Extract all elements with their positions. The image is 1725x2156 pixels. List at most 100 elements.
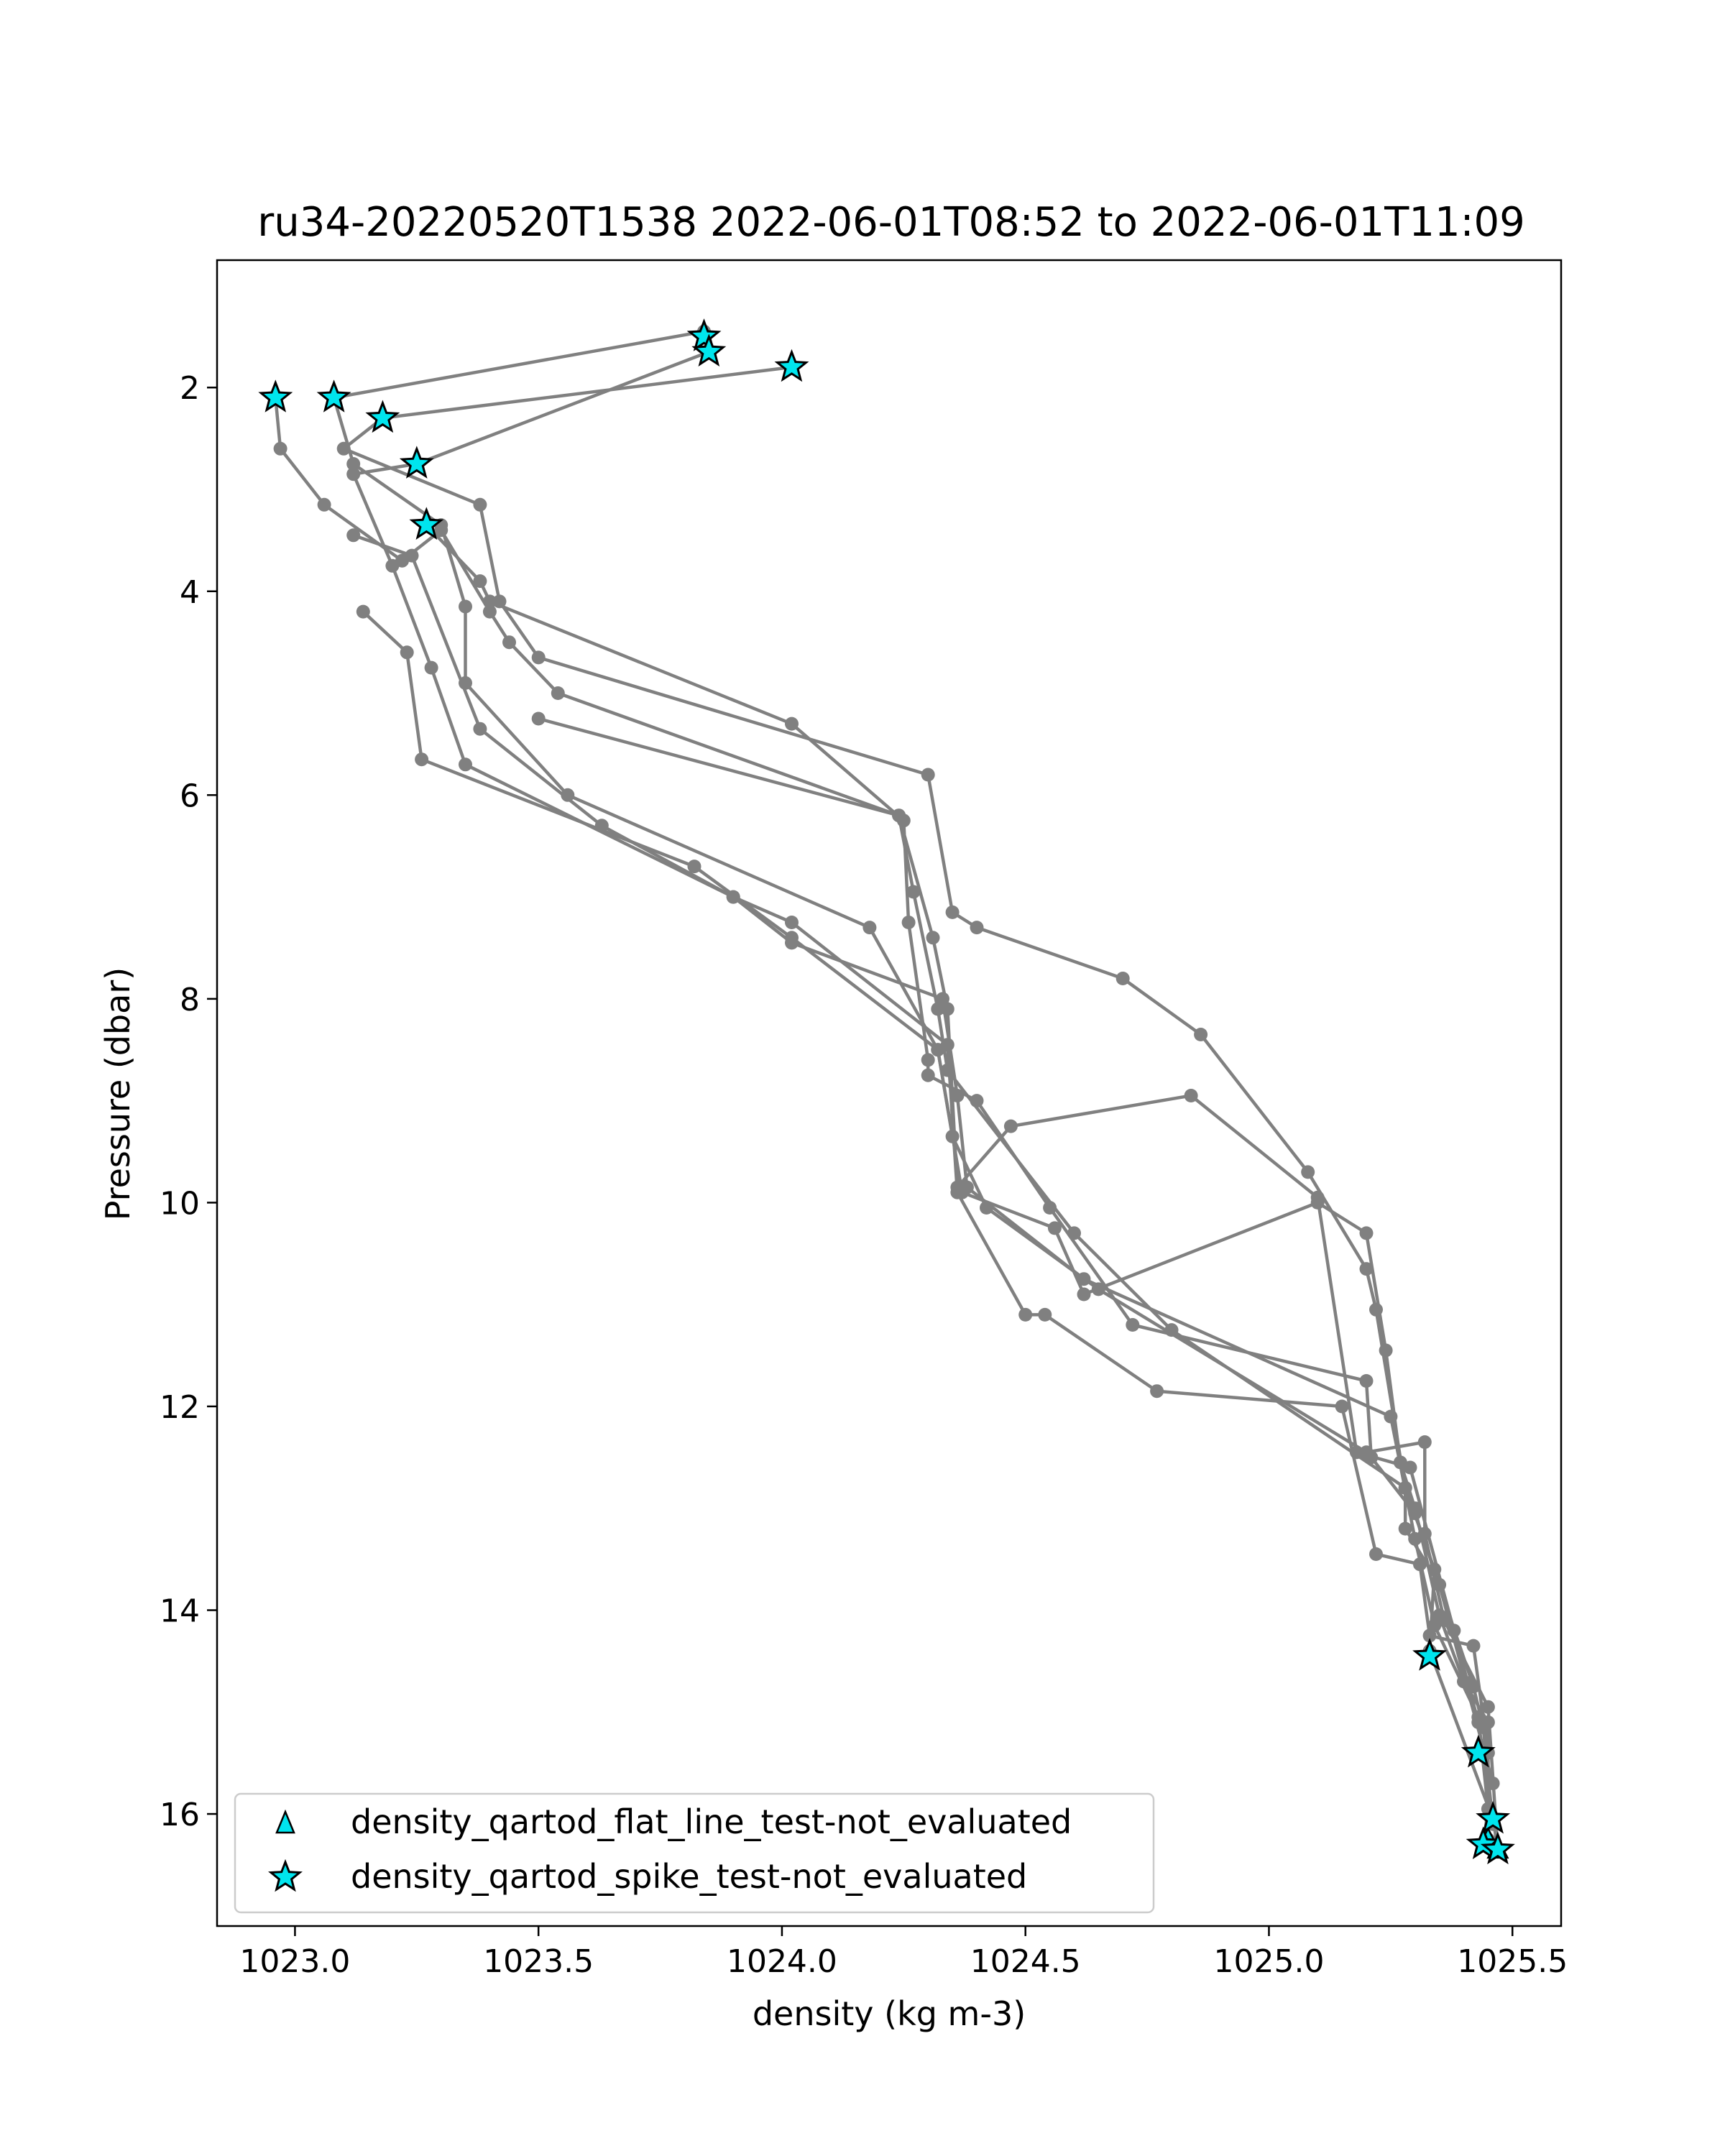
profile-point bbox=[785, 717, 799, 731]
profile-point bbox=[1422, 1628, 1437, 1643]
profile-point bbox=[1310, 1190, 1325, 1204]
profile-point bbox=[1194, 1028, 1208, 1041]
spike-flag-marker bbox=[1480, 1831, 1515, 1865]
profile-point bbox=[921, 1053, 935, 1067]
profile-point bbox=[906, 885, 921, 899]
profile-point bbox=[926, 931, 940, 945]
profile-point bbox=[1301, 1165, 1315, 1179]
profile-point bbox=[1481, 1700, 1495, 1714]
profile-point bbox=[317, 497, 331, 512]
profile-point bbox=[1398, 1521, 1412, 1536]
profile-series-layer bbox=[268, 324, 1505, 1857]
profile-point bbox=[1471, 1715, 1486, 1729]
profile-point bbox=[901, 916, 916, 929]
profile-point bbox=[531, 650, 546, 665]
legend-star-marker bbox=[268, 1858, 303, 1892]
legend-frame bbox=[234, 1792, 1155, 1914]
x-tick-label: 1025.5 bbox=[1457, 1943, 1568, 1980]
profile-point bbox=[1126, 1318, 1140, 1332]
profile-point bbox=[1038, 1307, 1052, 1322]
spike-flag-marker bbox=[1412, 1638, 1447, 1671]
profile-point bbox=[945, 905, 960, 919]
profile-point bbox=[1359, 1262, 1374, 1276]
profile-point bbox=[921, 768, 935, 782]
legend-triangle-marker bbox=[275, 1809, 295, 1834]
y-tick-label: 4 bbox=[180, 574, 200, 611]
profile-point bbox=[1379, 1343, 1393, 1358]
y-tick-label: 14 bbox=[160, 1593, 200, 1630]
spike-flag-marker bbox=[316, 379, 351, 413]
profile-8 bbox=[531, 711, 1505, 1857]
profile-point bbox=[1466, 1639, 1481, 1653]
spike-flag-marker bbox=[409, 507, 444, 540]
profile-point bbox=[405, 548, 419, 563]
profile-point bbox=[1047, 1221, 1062, 1235]
y-tick-label: 10 bbox=[160, 1185, 200, 1222]
y-axis-label: Pressure (dbar) bbox=[98, 967, 137, 1220]
x-tick-label: 1024.0 bbox=[727, 1943, 837, 1980]
spike-flag-marker bbox=[1476, 1800, 1511, 1834]
profile-line bbox=[362, 610, 1490, 1840]
profile-point bbox=[1432, 1608, 1447, 1623]
profile-point bbox=[1413, 1557, 1427, 1572]
profile-point bbox=[346, 528, 361, 543]
profile-point bbox=[1003, 1119, 1018, 1133]
profile-point bbox=[336, 441, 351, 456]
spike-flag-marker bbox=[258, 379, 293, 413]
profile-point bbox=[273, 441, 288, 456]
profile-point bbox=[785, 916, 799, 929]
profile-point bbox=[785, 931, 799, 945]
profile-point bbox=[346, 457, 361, 471]
profile-point bbox=[1184, 1089, 1198, 1102]
profile-point bbox=[1403, 1460, 1417, 1475]
profile-point bbox=[1481, 1715, 1495, 1729]
profile-point bbox=[531, 711, 546, 726]
profile-point bbox=[1349, 1445, 1363, 1460]
profile-point bbox=[862, 921, 877, 935]
profile-point bbox=[473, 497, 487, 512]
legend-label-spike: density_qartod_spike_test-not_evaluated bbox=[351, 1857, 1027, 1896]
legend-star-shape bbox=[268, 1858, 303, 1892]
spike-flag-marker bbox=[1460, 1734, 1496, 1768]
profile-point bbox=[551, 686, 565, 700]
y-tick-label: 6 bbox=[180, 778, 200, 814]
profile-point bbox=[1116, 972, 1130, 985]
legend-label-flat-line: density_qartod_flat_line_test-not_evalua… bbox=[351, 1802, 1072, 1841]
x-tick-label: 1025.0 bbox=[1213, 1943, 1324, 1980]
profile-point bbox=[482, 594, 497, 609]
profile-point bbox=[473, 574, 487, 589]
profile-point bbox=[502, 635, 516, 650]
y-tick-label: 8 bbox=[180, 982, 200, 1018]
x-tick-label: 1023.0 bbox=[239, 1943, 350, 1980]
x-tick-label: 1023.5 bbox=[483, 1943, 594, 1980]
spike-flag-marker bbox=[686, 318, 722, 351]
spike-flag-marker bbox=[691, 333, 727, 367]
profile-point bbox=[921, 1068, 935, 1082]
profile-point bbox=[1150, 1384, 1164, 1399]
profile-point bbox=[415, 752, 429, 767]
spike-flag-marker bbox=[365, 400, 400, 433]
profile-point bbox=[459, 757, 472, 772]
y-tick-label: 2 bbox=[180, 370, 200, 407]
profile-point bbox=[400, 645, 414, 660]
profile-point bbox=[892, 808, 906, 823]
profile-point bbox=[1369, 1547, 1383, 1561]
profile-point bbox=[1417, 1435, 1432, 1450]
legend: density_qartod_flat_line_test-not_evalua… bbox=[234, 1792, 1155, 1914]
profile-point bbox=[1077, 1287, 1091, 1302]
x-axis-label: density (kg m-3) bbox=[753, 1994, 1026, 2033]
chart-title: ru34-20220520T1538 2022-06-01T08:52 to 2… bbox=[257, 199, 1524, 246]
profile-line bbox=[341, 365, 1495, 1820]
profile-point bbox=[687, 860, 702, 874]
spike-flag-marker bbox=[1466, 1826, 1501, 1859]
y-tick-label: 16 bbox=[160, 1797, 200, 1833]
profile-point bbox=[434, 523, 448, 538]
profile-point bbox=[940, 1002, 954, 1016]
profile-point bbox=[1359, 1374, 1374, 1388]
profile-point bbox=[482, 604, 497, 619]
profile-point bbox=[424, 660, 438, 675]
profile-point bbox=[1018, 1307, 1033, 1322]
plot-frame bbox=[216, 259, 1563, 1927]
profile-point bbox=[931, 1002, 945, 1016]
